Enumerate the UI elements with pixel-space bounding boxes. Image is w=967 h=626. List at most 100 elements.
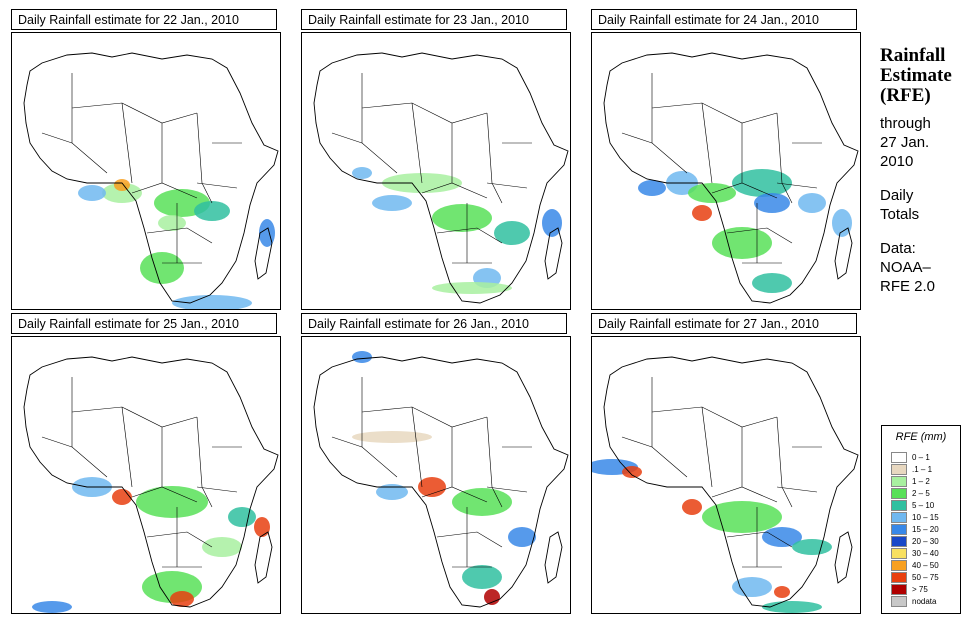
rain-area [732, 577, 772, 597]
legend-item: 10 – 15 [891, 512, 961, 523]
map-svg [23, 356, 279, 613]
rain-area [172, 295, 252, 309]
panel-title: Daily Rainfall estimate for 25 Jan., 201… [11, 313, 277, 334]
rain-area [462, 565, 502, 589]
coastline [254, 531, 273, 584]
legend-item: 15 – 20 [891, 524, 961, 535]
heading-rainfall: Rainfall [880, 45, 946, 66]
country-border [131, 182, 198, 199]
rain-area [452, 488, 512, 516]
rain-area [32, 601, 72, 613]
legend-swatch [891, 476, 907, 487]
rain-area [732, 169, 792, 197]
legend-label: 2 – 5 [912, 489, 930, 498]
legend-label: 20 – 30 [912, 537, 939, 546]
rain-area [418, 477, 446, 497]
map-panel-jan-24: Daily Rainfall estimate for 24 Jan., 201… [591, 9, 861, 311]
rain-area [542, 209, 562, 237]
totals-label: Totals [880, 206, 920, 223]
legend-swatch [891, 584, 907, 595]
rain-area [114, 179, 130, 191]
rainfall-map [11, 32, 281, 310]
panel-title: Daily Rainfall estimate for 23 Jan., 201… [301, 9, 567, 30]
legend-swatch [891, 488, 907, 499]
country-border [436, 531, 503, 548]
country-border [486, 416, 503, 508]
country-border [776, 112, 793, 204]
legend-label: 40 – 50 [912, 561, 939, 570]
country-border [121, 406, 133, 488]
rain-area [754, 193, 790, 213]
rain-area [692, 205, 712, 221]
through-year: 2010 [880, 153, 914, 170]
color-legend: RFE (mm) 0 – 1 .1 – 1 1 – 2 2 – 5 5 – 10 10 –… [881, 425, 961, 614]
legend-label: .1 – 1 [912, 465, 933, 474]
rain-area [259, 219, 275, 247]
country-border [361, 406, 488, 428]
data-label: Data: [880, 240, 916, 257]
country-border [71, 377, 108, 478]
legend-swatch [891, 524, 907, 535]
country-border [71, 73, 108, 174]
panel-title: Daily Rainfall estimate for 27 Jan., 201… [591, 313, 857, 334]
coastline [544, 227, 563, 280]
rain-area [702, 501, 782, 533]
country-border [131, 486, 198, 503]
heading-estimate: Estimate [880, 65, 952, 86]
legend-swatch [891, 500, 907, 511]
map-svg [603, 52, 859, 304]
legend-label: 5 – 10 [912, 501, 935, 510]
through-label: through [880, 115, 931, 132]
legend-label: 30 – 40 [912, 549, 939, 558]
country-border [71, 406, 198, 428]
rainfall-map [11, 336, 281, 614]
coastline [603, 356, 859, 608]
country-border [41, 132, 73, 144]
legend-item: 50 – 75 [891, 572, 961, 583]
country-border [726, 227, 793, 244]
country-border [621, 132, 653, 144]
panel-title: Daily Rainfall estimate for 22 Jan., 201… [11, 9, 277, 30]
legend-swatch [891, 512, 907, 523]
legend-item: 40 – 50 [891, 560, 961, 571]
rainfall-map [591, 32, 861, 310]
country-border [621, 436, 653, 448]
country-border [711, 182, 778, 199]
sidebar-info: Rainfall Estimate (RFE) through 27 Jan. … [880, 46, 965, 296]
legend-label: 0 – 1 [912, 453, 930, 462]
rain-area [638, 180, 666, 196]
legend-label: 50 – 75 [912, 573, 939, 582]
daily-label: Daily [880, 187, 914, 204]
country-border [486, 112, 503, 204]
country-border [651, 406, 778, 428]
rain-area [78, 185, 106, 201]
country-border [701, 102, 713, 184]
legend-swatch [891, 452, 907, 463]
country-border [651, 73, 688, 174]
country-border [651, 102, 778, 124]
legend-label: nodata [912, 597, 937, 606]
rain-area [352, 351, 372, 363]
country-border [331, 436, 363, 448]
legend-item: > 75 [891, 584, 961, 595]
rain-area [432, 282, 512, 294]
country-border [711, 486, 778, 503]
country-border [121, 102, 133, 184]
coastline [313, 52, 569, 304]
country-border [196, 416, 213, 508]
legend-item: 0 – 1 [891, 452, 961, 463]
map-svg [23, 52, 279, 309]
legend-item: .1 – 1 [891, 464, 961, 475]
map-panel-jan-26: Daily Rainfall estimate for 26 Jan., 201… [301, 313, 571, 615]
country-border [411, 406, 423, 488]
country-border [71, 102, 198, 124]
coastline [23, 356, 279, 608]
country-border [361, 102, 488, 124]
legend-swatch [891, 548, 907, 559]
country-border [776, 486, 818, 493]
country-border [486, 486, 528, 493]
rain-area [792, 539, 832, 555]
coastline [834, 531, 853, 584]
country-border [411, 102, 423, 184]
legend-item: 2 – 5 [891, 488, 961, 499]
